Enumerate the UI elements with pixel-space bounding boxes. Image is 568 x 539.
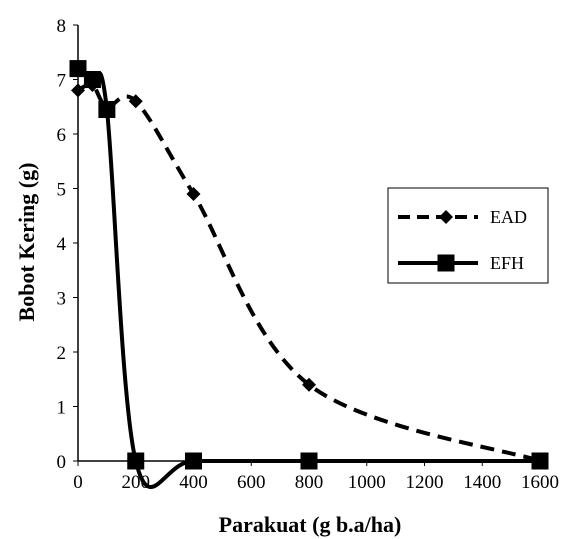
diamond-marker [128, 94, 143, 109]
x-tick-labels: 0 200 400 600 800 1000 1200 1400 1600 [73, 472, 559, 493]
square-marker [531, 452, 549, 470]
y-axis-title: Bobot Kering (g) [14, 163, 39, 322]
series-efh [69, 60, 549, 489]
y-tick-label: 7 [57, 71, 67, 92]
diamond-marker [302, 377, 316, 392]
series-line-ead [77, 82, 541, 463]
legend-label-ead: EAD [490, 207, 527, 227]
series-layer [69, 60, 549, 489]
x-tick-label: 400 [179, 472, 208, 493]
x-tick-label: 1600 [521, 472, 559, 493]
x-tick-label: 600 [237, 472, 266, 493]
x-tick-label: 0 [73, 472, 83, 493]
y-tick-labels: 0 1 2 3 4 5 6 7 8 [57, 16, 67, 473]
y-tick-label: 5 [57, 180, 67, 201]
x-tick-label: 1200 [406, 472, 444, 493]
y-tick-label: 4 [57, 234, 67, 255]
square-marker [69, 60, 87, 78]
square-marker [83, 71, 101, 88]
y-tick-label: 6 [57, 125, 67, 146]
diamond-marker [71, 83, 85, 98]
legend-label-efh: EFH [490, 253, 524, 273]
square-marker [98, 100, 116, 118]
diamond-marker [186, 186, 201, 201]
legend: EAD EFH [387, 187, 549, 284]
square-marker [300, 452, 318, 470]
x-tick-label: 1000 [348, 472, 386, 493]
y-tick-label: 1 [57, 398, 67, 419]
y-tick-label: 0 [57, 452, 67, 473]
x-axis-title: Parakuat (g b.a/ha) [219, 512, 402, 537]
x-tick-label: 800 [295, 472, 324, 493]
x-tick-label: 1400 [463, 472, 501, 493]
square-marker [127, 452, 145, 470]
legend-diamond-marker [439, 210, 453, 224]
y-tick-label: 3 [57, 289, 67, 310]
legend-box [387, 187, 549, 284]
square-marker [185, 452, 202, 470]
y-tick-label: 2 [57, 343, 67, 364]
legend-square-marker [437, 254, 455, 272]
y-tick-label: 8 [57, 16, 67, 37]
